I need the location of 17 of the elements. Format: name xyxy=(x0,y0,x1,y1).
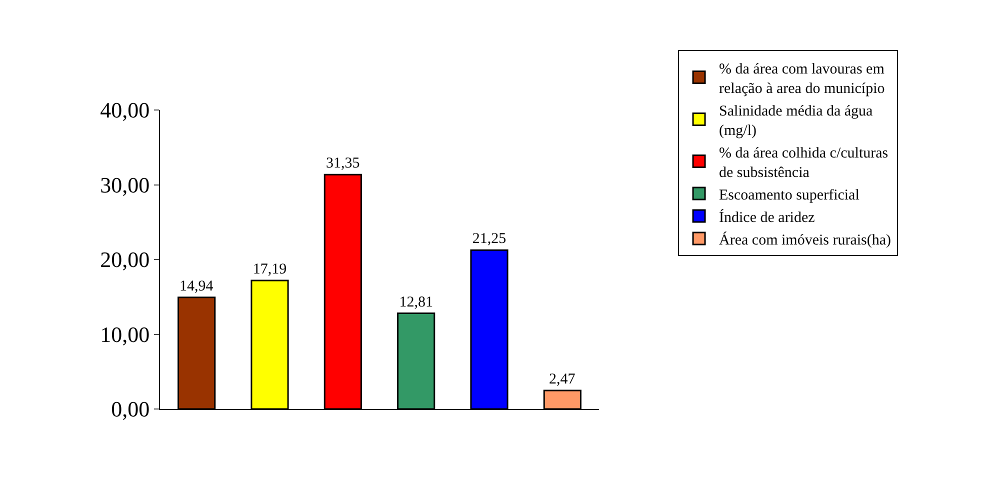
y-tick-label: 0,00 xyxy=(111,396,150,422)
y-tick-label: 30,00 xyxy=(100,172,150,198)
legend-label: Salinidade média da água (mg/l) xyxy=(719,103,874,139)
legend-label: % da área com lavouras em relação à area do município xyxy=(719,61,885,97)
legend-label: Área com imóveis rurais(ha) xyxy=(719,231,892,248)
legend-label: % da área colhida c/culturas de subsistência xyxy=(719,145,888,181)
legend-label: Escoamento superficial xyxy=(719,187,860,204)
data-label: 2,47 xyxy=(549,372,576,388)
y-tick-label: 20,00 xyxy=(100,247,150,272)
data-label: 14,94 xyxy=(179,278,214,294)
data-label: 21,25 xyxy=(472,231,506,248)
y-tick-label: 40,00 xyxy=(100,98,150,123)
data-label: 12,81 xyxy=(399,294,433,310)
y-tick-label: 10,00 xyxy=(100,322,150,347)
data-label: 31,35 xyxy=(326,156,360,172)
data-label: 17,19 xyxy=(252,262,287,278)
legend-label: Índice de aridez xyxy=(719,208,816,226)
